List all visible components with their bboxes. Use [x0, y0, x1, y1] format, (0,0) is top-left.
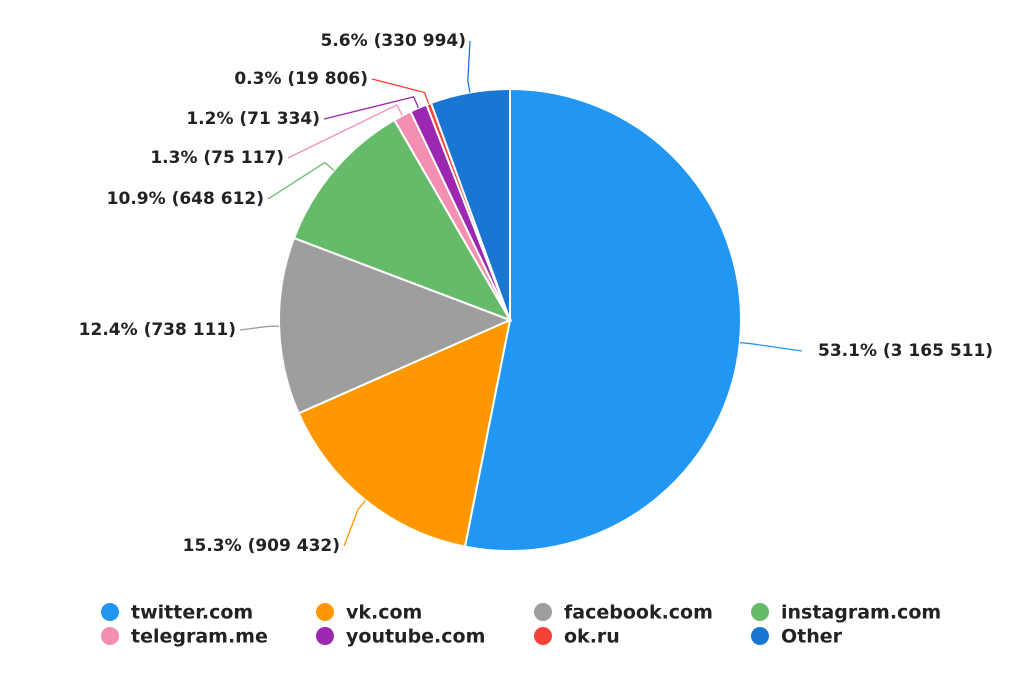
data-label: 12.4% (738 111): [79, 320, 236, 340]
legend-label: vk.com: [346, 602, 422, 624]
legend-marker: [751, 603, 769, 621]
legend-label: Other: [781, 626, 843, 648]
leader-line: [467, 40, 471, 93]
legend-marker: [316, 603, 334, 621]
legend-marker: [316, 627, 334, 645]
data-label: 10.9% (648 612): [107, 189, 264, 209]
leader-line: [267, 161, 335, 200]
legend-marker: [534, 603, 552, 621]
legend-label: twitter.com: [131, 602, 253, 624]
labels: 53.1% (3 165 511) 15.3% (909 432) 12.4% (7…: [79, 31, 993, 556]
legend-label: facebook.com: [564, 602, 713, 624]
data-label: 1.3% (75 117): [150, 148, 284, 168]
data-label: 53.1% (3 165 511): [818, 341, 993, 361]
legend-marker: [534, 627, 552, 645]
leader-line: [323, 96, 420, 120]
pie-slice: [429, 87, 511, 321]
leader-line: [239, 325, 280, 331]
data-label: 1.2% (71 334): [186, 109, 320, 129]
legend-label: instagram.com: [781, 602, 941, 624]
data-label: 0.3% (19 806): [234, 69, 368, 89]
legend: twitter.com vk.com facebook.com instagram.c…: [101, 602, 941, 648]
legend-label: telegram.me: [131, 626, 268, 648]
pie-slice: [292, 118, 513, 322]
legend-label: ok.ru: [564, 626, 620, 648]
leader-line: [343, 499, 367, 547]
data-label: 15.3% (909 432): [183, 536, 340, 556]
legend-marker: [751, 627, 769, 645]
legend-label: youtube.com: [346, 626, 485, 648]
leader-line: [371, 78, 430, 104]
pie-slice: [463, 87, 742, 552]
leader-line: [739, 341, 803, 352]
pie: [277, 87, 742, 552]
legend-marker: [101, 603, 119, 621]
leader-line: [287, 104, 403, 159]
legend-marker: [101, 627, 119, 645]
data-label: 5.6% (330 994): [321, 31, 467, 51]
pie-slice: [277, 236, 513, 415]
